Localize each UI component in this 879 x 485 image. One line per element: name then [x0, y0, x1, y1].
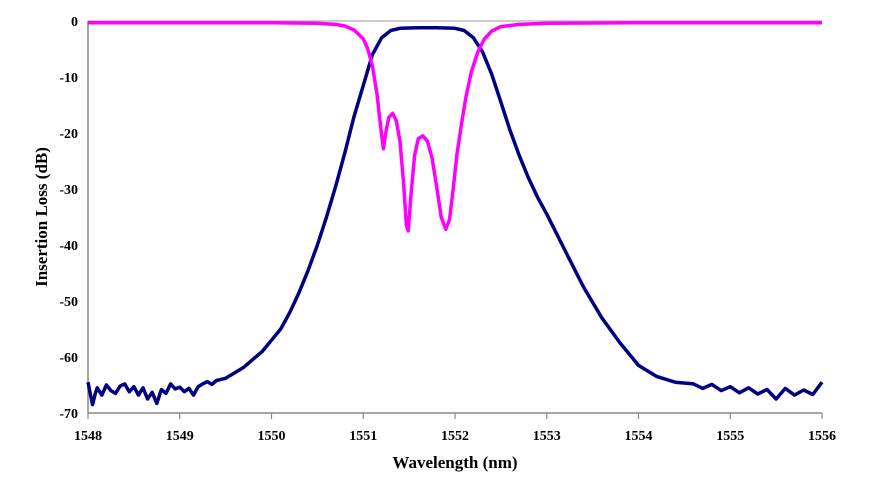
y-tick-label: -40	[59, 239, 78, 254]
y-tick-label: -20	[59, 127, 78, 142]
x-tick-label: 1555	[716, 429, 744, 444]
y-tick-label: -70	[59, 407, 78, 422]
y-tick-label: -30	[59, 183, 78, 198]
y-tick-label: -10	[59, 71, 78, 86]
axes	[87, 20, 822, 414]
x-tick-label: 1552	[441, 429, 469, 444]
x-tick-label: 1553	[533, 429, 561, 444]
series-line-reflection	[88, 20, 822, 233]
y-tick-label: -50	[59, 295, 78, 310]
x-axis-label: Wavelength (nm)	[392, 453, 517, 472]
x-tick-label: 1549	[166, 429, 194, 444]
x-tick-label: 1554	[625, 429, 653, 444]
x-tick-label: 1556	[808, 429, 836, 444]
x-tick-label: 1548	[74, 429, 102, 444]
y-axis-label: Insertion Loss (dB)	[32, 147, 51, 287]
y-tick-label: 0	[71, 15, 78, 30]
series-line-transmission	[86, 25, 824, 407]
y-tick-label: -60	[59, 351, 78, 366]
x-tick-label: 1550	[258, 429, 286, 444]
x-tick-label: 1551	[349, 429, 377, 444]
